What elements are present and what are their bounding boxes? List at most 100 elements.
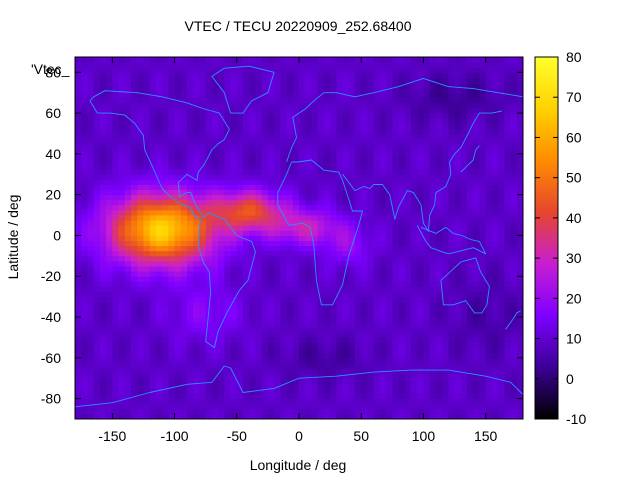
heatmap-cell [317, 373, 325, 379]
heatmap-cell [99, 413, 107, 420]
heatmap-cell [498, 77, 505, 83]
heatmap-cell [373, 87, 381, 94]
heatmap-cell [112, 393, 119, 400]
heatmap-cell [243, 296, 250, 303]
heatmap-cell [317, 408, 325, 415]
heatmap-cell [411, 215, 418, 221]
heatmap-cell [485, 408, 493, 415]
heatmap-cell [292, 215, 300, 221]
heatmap-cell [342, 82, 350, 88]
heatmap-cell [211, 215, 219, 221]
heatmap-cell [267, 123, 275, 129]
heatmap-cell [323, 82, 331, 88]
heatmap-cell [174, 220, 182, 226]
heatmap-cell [392, 158, 399, 165]
heatmap-cell [286, 337, 294, 343]
heatmap-cell [305, 311, 312, 318]
heatmap-cell [355, 128, 362, 134]
heatmap-cell [510, 393, 518, 400]
heatmap-cell [118, 204, 126, 211]
heatmap-cell [336, 199, 343, 206]
heatmap-cell [386, 220, 393, 226]
heatmap-cell [467, 235, 474, 241]
heatmap-cell [180, 67, 188, 73]
heatmap-cell [317, 118, 325, 124]
heatmap-cell [411, 337, 418, 343]
heatmap-cell [193, 77, 200, 83]
heatmap-cell [255, 347, 263, 354]
heatmap-cell [99, 113, 107, 119]
heatmap-cell [473, 250, 480, 257]
heatmap-cell [323, 67, 331, 73]
heatmap-cell [143, 199, 151, 206]
heatmap-cell [398, 199, 406, 206]
heatmap-cell [479, 342, 487, 349]
heatmap-cell [460, 332, 468, 338]
heatmap-cell [491, 230, 499, 236]
heatmap-cell [99, 317, 107, 323]
heatmap-cell [404, 235, 412, 241]
heatmap-cell [249, 204, 256, 211]
heatmap-cell [504, 184, 511, 190]
heatmap-cell [442, 123, 449, 129]
heatmap-cell [87, 383, 95, 389]
heatmap-cell [243, 286, 250, 292]
heatmap-cell [411, 347, 418, 354]
heatmap-cell [93, 184, 101, 190]
heatmap-cell [274, 357, 281, 364]
heatmap-cell [199, 199, 207, 206]
heatmap-cell [218, 82, 225, 88]
heatmap-cell [106, 220, 113, 226]
heatmap-cell [367, 77, 375, 83]
heatmap-cell [193, 393, 200, 400]
heatmap-cell [367, 332, 375, 338]
heatmap-cell [99, 291, 107, 298]
heatmap-cell [429, 255, 437, 262]
heatmap-cell [336, 393, 343, 400]
heatmap-cell [423, 306, 431, 313]
heatmap-cell [236, 281, 244, 287]
heatmap-cell [81, 250, 88, 257]
heatmap-cell [398, 286, 406, 292]
heatmap-cell [392, 240, 399, 247]
heatmap-cell [255, 113, 263, 119]
heatmap-cell [174, 327, 182, 333]
heatmap-cell [367, 230, 375, 236]
heatmap-cell [429, 327, 437, 333]
heatmap-cell [373, 413, 381, 420]
heatmap-cell [112, 311, 119, 318]
heatmap-cell [81, 347, 88, 354]
heatmap-cell [448, 102, 455, 109]
heatmap-cell [355, 403, 362, 410]
heatmap-cell [330, 306, 337, 313]
heatmap-cell [131, 169, 138, 175]
heatmap-cell [205, 281, 213, 287]
heatmap-cell [404, 194, 412, 201]
heatmap-cell [131, 215, 138, 221]
heatmap-cell [473, 204, 480, 211]
heatmap-cell [187, 362, 194, 369]
heatmap-cell [323, 138, 331, 145]
heatmap-cell [386, 250, 393, 257]
heatmap-cell [442, 245, 449, 252]
heatmap-cell [218, 368, 225, 374]
heatmap-cell [305, 240, 312, 247]
heatmap-cell [187, 342, 194, 349]
heatmap-cell [280, 281, 287, 287]
heatmap-cell [93, 362, 101, 369]
heatmap-cell [404, 271, 412, 277]
heatmap-cell [467, 413, 474, 420]
heatmap-cell [224, 153, 231, 160]
heatmap-cell [516, 209, 524, 216]
heatmap-cell [323, 291, 331, 298]
heatmap-cell [112, 179, 119, 185]
heatmap-cell [373, 128, 381, 134]
heatmap-cell [348, 194, 356, 201]
heatmap-cell [75, 209, 82, 216]
heatmap-cell [392, 72, 399, 78]
heatmap-cell [106, 87, 113, 94]
heatmap-cell [75, 215, 82, 221]
heatmap-cell [106, 373, 113, 379]
heatmap-cell [330, 266, 337, 272]
heatmap-cell [137, 174, 144, 180]
